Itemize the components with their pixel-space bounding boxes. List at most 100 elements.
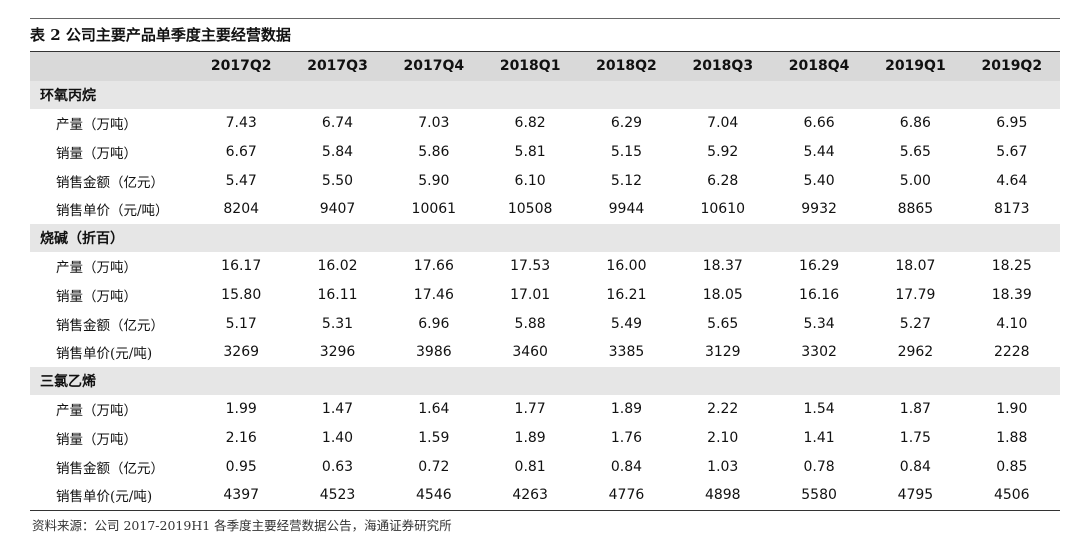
table-cell: 5.88 bbox=[514, 315, 546, 332]
table-cell: 4.10 bbox=[996, 315, 1028, 332]
header-corner bbox=[30, 52, 194, 81]
group-row: 环氧丙烷 bbox=[30, 80, 1060, 110]
table-cell: 0.85 bbox=[996, 458, 1028, 475]
table-cell: 1.40 bbox=[321, 430, 354, 447]
group-row: 三氯乙烯 bbox=[30, 366, 1060, 396]
table-row: 销售金额（亿元） 5.47 5.50 5.90 6.10 5.12 6.28 5.40 5.00… bbox=[30, 166, 1060, 195]
table-cell: 1.89 bbox=[514, 430, 546, 447]
row-label: 销售金额（亿元） bbox=[56, 460, 164, 477]
group-label: 烧碱（折百） bbox=[30, 223, 1060, 253]
table-cell: 0.95 bbox=[225, 458, 257, 475]
row-label: 销售金额（亿元） bbox=[56, 174, 164, 191]
row-label: 产量（万吨） bbox=[56, 260, 137, 277]
header-row: 2017Q2 2017Q3 2017Q4 2018Q1 2018Q2 2018Q… bbox=[30, 52, 1060, 81]
title-rule bbox=[30, 51, 1060, 52]
table-cell: 1.99 bbox=[225, 401, 257, 418]
table-row: 销售单价(元/吨) 4397 4523 4546 4263 4776 4898 5580 479… bbox=[30, 481, 1060, 510]
table-cell: 5.12 bbox=[610, 172, 643, 189]
table-cell: 9407 bbox=[319, 201, 356, 218]
table-cell: 8173 bbox=[993, 201, 1030, 218]
table-cell: 2.22 bbox=[707, 401, 739, 418]
table-cell: 1.47 bbox=[321, 401, 354, 418]
table-container: 表 2 公司主要产品单季度主要经营数据 2017Q2 2017Q3 2017Q4… bbox=[30, 18, 1060, 534]
table-cell: 4776 bbox=[608, 487, 645, 504]
table-row: 产量（万吨） 16.17 16.02 17.66 17.53 16.00 18.37 16.2… bbox=[30, 252, 1060, 281]
table-cell: 9944 bbox=[608, 201, 645, 218]
table-row: 产量（万吨） 1.99 1.47 1.64 1.77 1.89 2.22 1.54 1.87 1.… bbox=[30, 395, 1060, 424]
table-cell: 5.00 bbox=[899, 172, 931, 189]
table-cell: 5.17 bbox=[225, 315, 257, 332]
table-cell: 17.46 bbox=[413, 287, 454, 304]
table-cell: 6.67 bbox=[225, 144, 257, 161]
table-cell: 2228 bbox=[993, 344, 1030, 361]
table-cell: 6.28 bbox=[707, 172, 739, 189]
table-cell: 15.80 bbox=[221, 287, 262, 304]
table-cell: 5.49 bbox=[610, 315, 643, 332]
table-cell: 1.77 bbox=[514, 401, 546, 418]
table-cell: 5.47 bbox=[225, 172, 257, 189]
table-cell: 4795 bbox=[897, 487, 934, 504]
column-header: 2018Q3 bbox=[674, 52, 771, 81]
table-cell: 16.00 bbox=[606, 258, 647, 275]
table-cell: 5.50 bbox=[321, 172, 354, 189]
table-cell: 3269 bbox=[223, 344, 260, 361]
row-label: 销售单价（元/吨） bbox=[56, 203, 169, 220]
table-cell: 5.90 bbox=[418, 172, 450, 189]
table-cell: 3986 bbox=[416, 344, 452, 361]
table-cell: 3302 bbox=[801, 344, 837, 361]
table-cell: 5.92 bbox=[707, 144, 739, 161]
table-cell: 5.31 bbox=[321, 315, 354, 332]
table-cell: 0.78 bbox=[803, 458, 835, 475]
table-body: 环氧丙烷 产量（万吨） 7.43 6.74 7.03 6.82 6.29 7.04 6.66 6.… bbox=[30, 80, 1060, 510]
table-row: 销量（万吨） 2.16 1.40 1.59 1.89 1.76 2.10 1.41 1.75 1.… bbox=[30, 424, 1060, 453]
table-cell: 16.02 bbox=[317, 258, 358, 275]
bottom-rule bbox=[30, 509, 1060, 511]
table-row: 销量（万吨） 15.80 16.11 17.46 17.01 16.21 18.05 16.1… bbox=[30, 281, 1060, 310]
table-cell: 5.15 bbox=[610, 144, 643, 161]
table-cell: 18.37 bbox=[702, 258, 743, 275]
table-cell: 4263 bbox=[512, 487, 548, 504]
table-cell: 4523 bbox=[319, 487, 356, 504]
table-cell: 0.63 bbox=[321, 458, 354, 475]
column-header: 2018Q4 bbox=[770, 52, 868, 81]
table-cell: 1.75 bbox=[899, 430, 931, 447]
table-cell: 3296 bbox=[319, 344, 356, 361]
table-cell: 16.11 bbox=[317, 287, 358, 304]
table-cell: 2962 bbox=[897, 344, 934, 361]
table-cell: 8204 bbox=[223, 201, 260, 218]
table-cell: 6.66 bbox=[803, 115, 835, 132]
table-cell: 7.03 bbox=[418, 115, 450, 132]
table-cell: 1.88 bbox=[996, 430, 1028, 447]
table-cell: 2.10 bbox=[707, 430, 739, 447]
top-rule bbox=[30, 18, 1060, 19]
table-cell: 4.64 bbox=[996, 172, 1028, 189]
table-cell: 16.21 bbox=[606, 287, 647, 304]
table-cell: 1.76 bbox=[610, 430, 643, 447]
group-row: 烧碱（折百） bbox=[30, 223, 1060, 253]
table-cell: 7.43 bbox=[225, 115, 257, 132]
table-cell: 16.29 bbox=[799, 258, 840, 275]
table-cell: 1.59 bbox=[418, 430, 450, 447]
table-cell: 5.27 bbox=[899, 315, 931, 332]
column-header: 2018Q2 bbox=[578, 52, 675, 81]
source-note: 资料来源：公司 2017-2019H1 各季度主要经营数据公告，海通证券研究所 bbox=[32, 517, 452, 533]
table-cell: 3129 bbox=[704, 344, 741, 361]
table-cell: 5.40 bbox=[803, 172, 835, 189]
data-table: 2017Q2 2017Q3 2017Q4 2018Q1 2018Q2 2018Q… bbox=[30, 52, 1060, 510]
row-label: 销量（万吨） bbox=[56, 432, 137, 449]
table-cell: 16.16 bbox=[799, 287, 840, 304]
row-label: 销量（万吨） bbox=[56, 289, 137, 306]
table-cell: 5.65 bbox=[899, 144, 931, 161]
table-cell: 5.81 bbox=[514, 144, 546, 161]
table-cell: 1.89 bbox=[610, 401, 643, 418]
table-row: 销量（万吨） 6.67 5.84 5.86 5.81 5.15 5.92 5.44 5.65 5.… bbox=[30, 138, 1060, 167]
table-cell: 6.86 bbox=[899, 115, 931, 132]
table-cell: 18.25 bbox=[991, 258, 1032, 275]
table-row: 销售单价（元/吨） 8204 9407 10061 10508 9944 10610 9932… bbox=[30, 195, 1060, 224]
table-cell: 4898 bbox=[704, 487, 741, 504]
column-header: 2017Q3 bbox=[289, 52, 386, 81]
table-row: 销售金额（亿元） 5.17 5.31 6.96 5.88 5.49 5.65 5.34 5.27… bbox=[30, 309, 1060, 338]
table-cell: 18.39 bbox=[991, 287, 1032, 304]
column-header: 2017Q4 bbox=[385, 52, 482, 81]
table-cell: 0.84 bbox=[899, 458, 931, 475]
